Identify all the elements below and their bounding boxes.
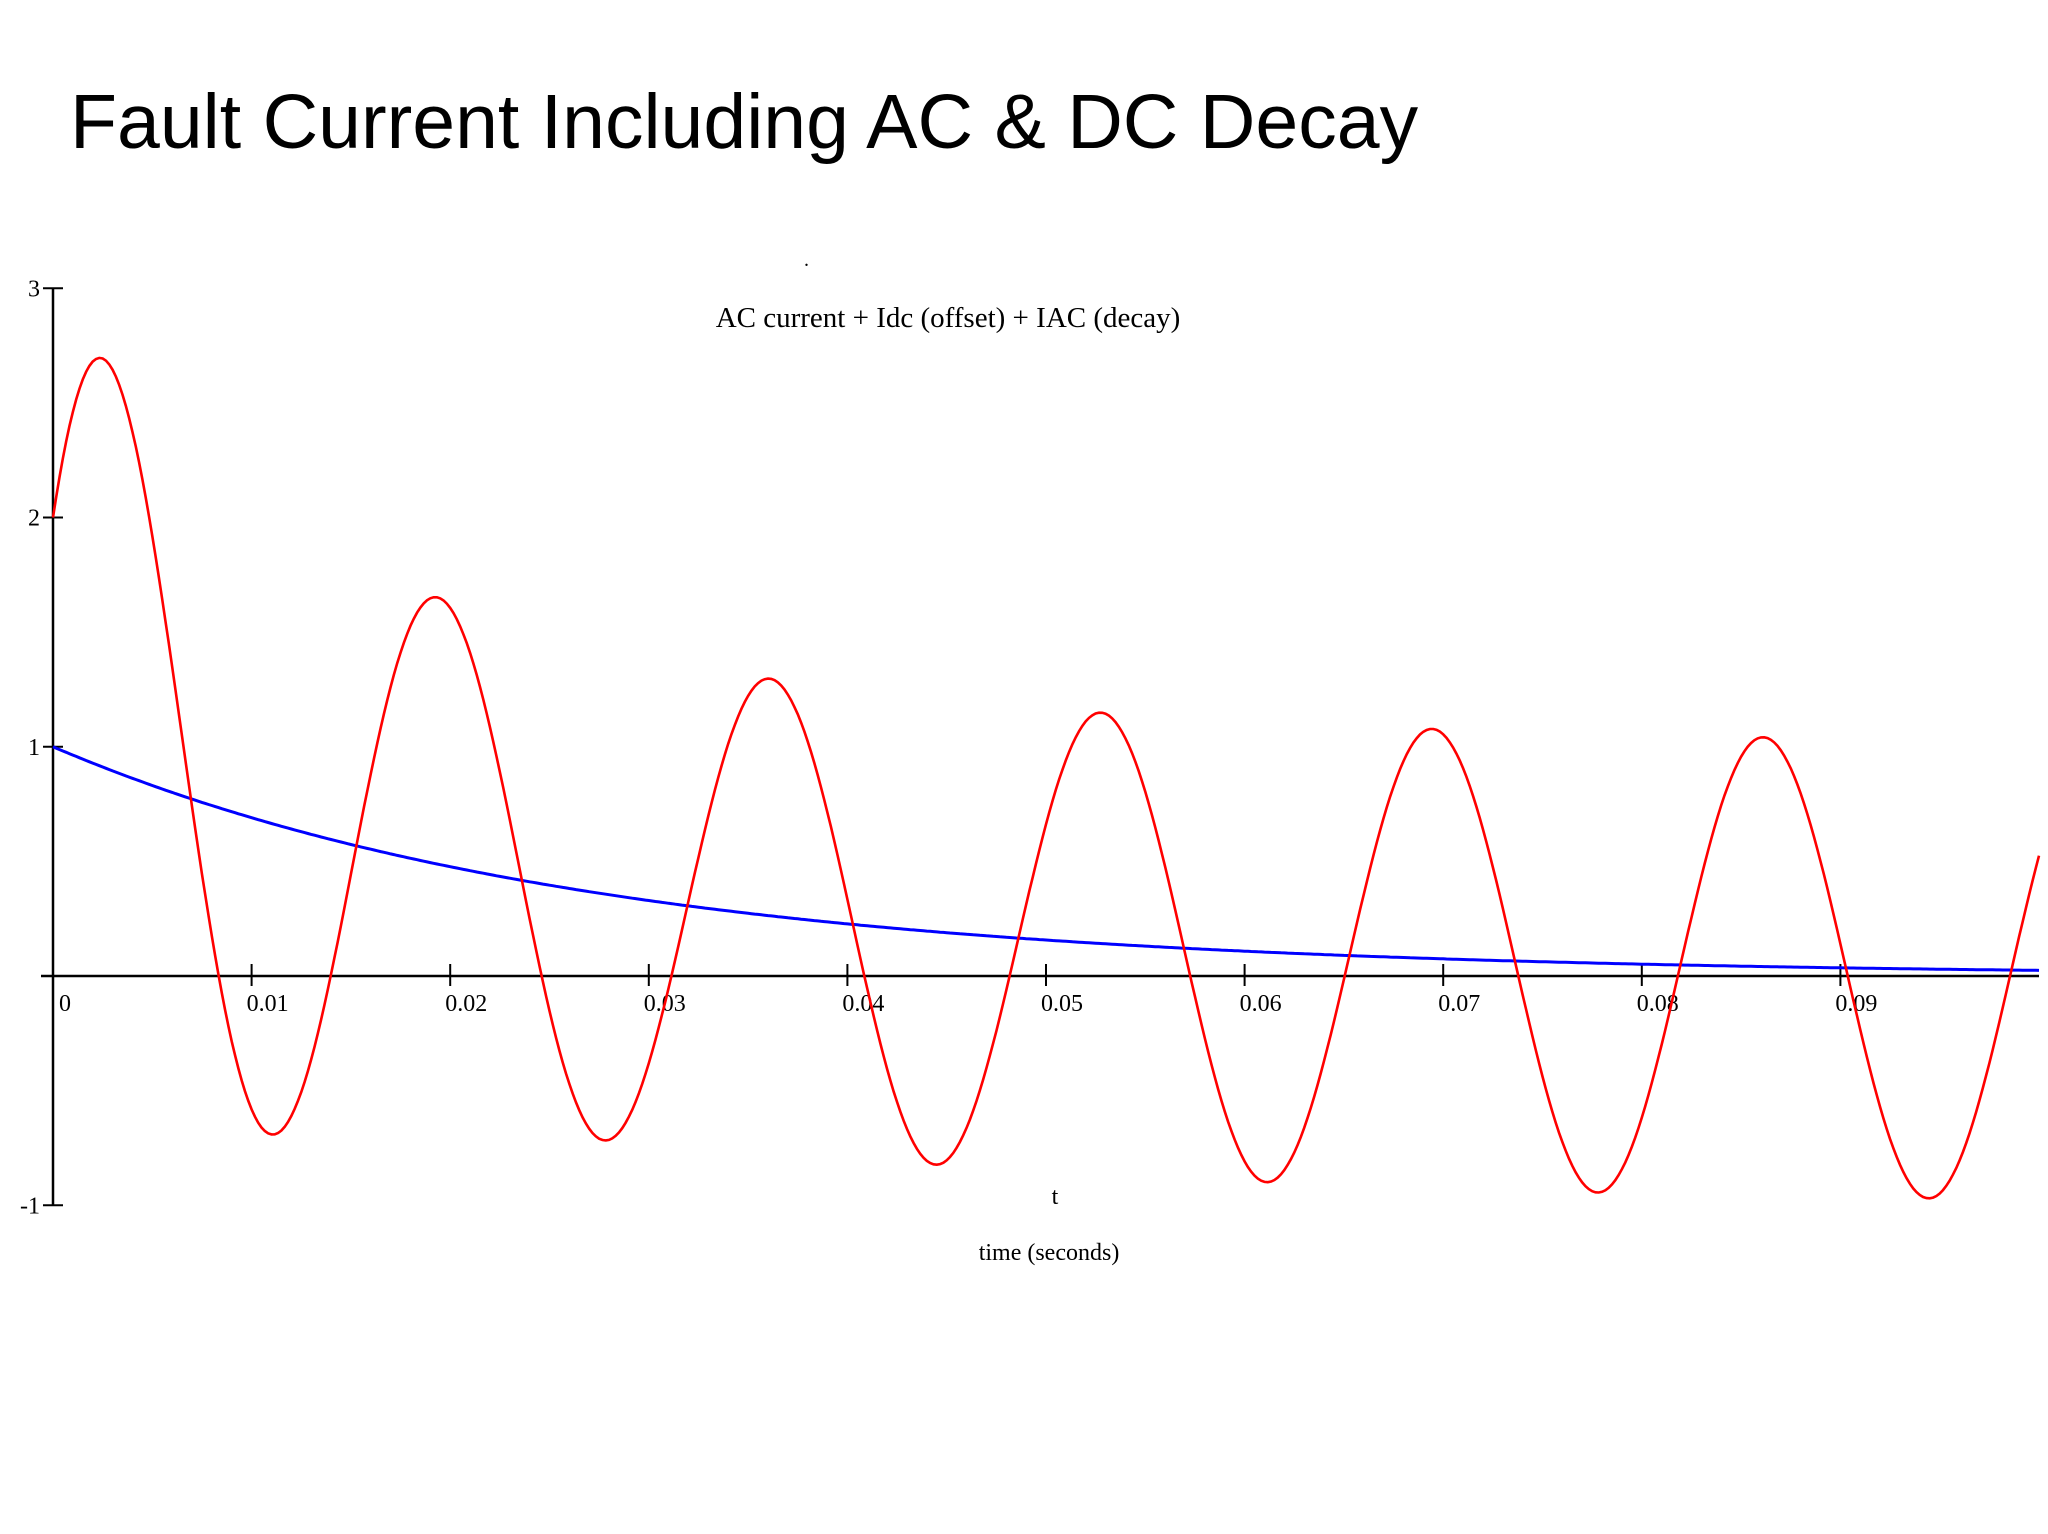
x-tick-label: 0	[59, 991, 71, 1017]
total-current-line	[51, 356, 2041, 1200]
x-tick-label: 0.06	[1240, 991, 1282, 1017]
chart-axes: 0 0.01 0.02 0.03 0.04 0.05 0.06 0.07 0.08 0.09-11…	[20, 276, 2039, 1219]
dc-offset-line	[52, 745, 2040, 972]
x-tick-label: 0.04	[842, 991, 884, 1017]
y-tick-label: 3	[28, 276, 40, 302]
x-tick-label: 0.01	[247, 991, 289, 1017]
y-tick-label: -1	[20, 1193, 40, 1219]
slide-title: Fault Current Including AC & DC Decay	[70, 79, 1419, 165]
y-tick-label: 1	[28, 735, 40, 761]
chart-title: AC current + Idc (offset) + IAC (decay)	[716, 302, 1181, 334]
x-axis-symbol: t	[1052, 1184, 1059, 1210]
x-tick-label: 0.02	[445, 991, 487, 1017]
x-tick-label: 0.07	[1438, 991, 1480, 1017]
x-axis-label: time (seconds)	[979, 1240, 1120, 1266]
y-tick-label: 2	[28, 506, 40, 532]
chart-title-mark: .	[804, 249, 809, 271]
x-tick-label: 0.05	[1041, 991, 1083, 1017]
